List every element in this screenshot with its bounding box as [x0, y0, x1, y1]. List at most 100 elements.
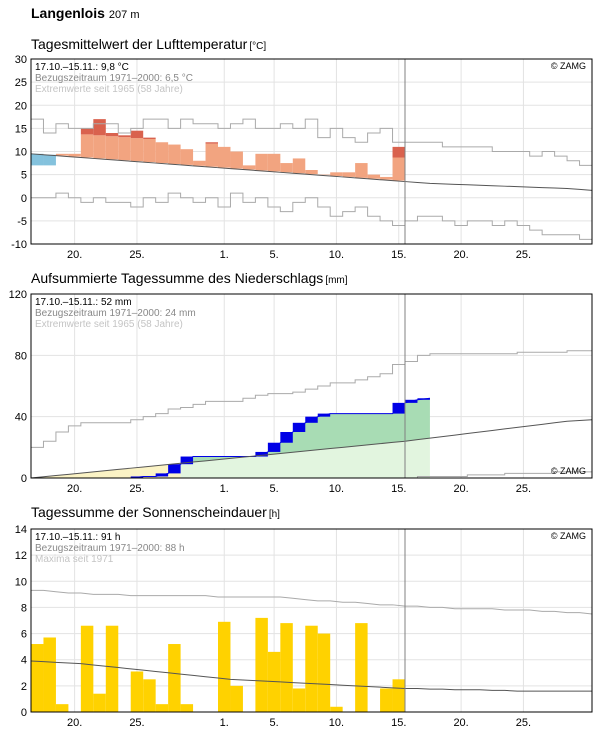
- chart-unit-sunshine: [h]: [268, 509, 280, 520]
- x-tick-label: 10.: [329, 717, 344, 729]
- x-tick-label: 25.: [129, 483, 144, 495]
- station-heading: Langenlois 207 m: [31, 5, 139, 21]
- x-tick-label: 20.: [67, 717, 82, 729]
- y-tick-label: 40: [15, 412, 27, 424]
- sunshine-bar: [280, 623, 293, 712]
- x-tick-label: 1.: [220, 483, 229, 495]
- chart-title-sunshine-text: Tagessumme der Sonnenscheindauer: [31, 504, 267, 520]
- sunshine-bar: [230, 685, 243, 712]
- temp-bar-base: [130, 138, 144, 162]
- x-tick-label: 1.: [220, 717, 229, 729]
- x-tick-label: 1.: [220, 249, 229, 261]
- y-tick-label: 120: [9, 289, 27, 301]
- x-tick-label: 25.: [516, 717, 531, 729]
- info-line: 17.10.–15.11.: 52 mm: [35, 297, 132, 308]
- credit-label: © ZAMG: [551, 466, 586, 476]
- temp-bar-base: [280, 163, 293, 173]
- temp-bar-below: [43, 154, 56, 166]
- sunshine-bar: [93, 693, 106, 712]
- credit-label: © ZAMG: [551, 61, 586, 71]
- temp-bar-base: [242, 165, 256, 170]
- temp-bar-base: [155, 142, 169, 164]
- sunshine-bar: [180, 704, 194, 712]
- norm-line: [30, 419, 593, 479]
- temp-bar-base: [355, 163, 368, 178]
- x-tick-label: 20.: [67, 249, 82, 261]
- norm-line: [30, 660, 592, 692]
- info-line: Bezugszeitraum 1971–2000: 6,5 °C: [35, 73, 193, 84]
- y-tick-label: 14: [15, 524, 27, 536]
- sunshine-bar: [330, 706, 343, 712]
- temp-bar-above: [105, 133, 119, 137]
- sunshine-bar: [218, 621, 231, 712]
- temp-bar-base: [218, 146, 231, 168]
- y-tick-label: -10: [11, 239, 27, 251]
- sunshine-bar: [155, 704, 169, 712]
- y-tick-label: 5: [21, 170, 27, 182]
- info-line: 17.10.–15.11.: 9,8 °C: [35, 62, 129, 73]
- temp-bar-base: [143, 139, 156, 163]
- temp-bar-above: [392, 146, 405, 158]
- y-tick-label: 0: [21, 193, 27, 205]
- norm-precip-fill: [31, 438, 430, 478]
- temp-bar-above: [93, 119, 106, 136]
- temp-bar-base: [392, 157, 405, 181]
- temp-bar-above: [143, 137, 156, 140]
- sunshine-bar: [43, 637, 56, 712]
- chart-unit-precipitation: [mm]: [325, 275, 348, 286]
- sunshine-bar: [105, 625, 119, 712]
- x-tick-label: 15.: [391, 483, 406, 495]
- chart-title-temperature: Tagesmittelwert der Lufttemperatur [°C]: [31, 36, 266, 52]
- temp-bar-base: [168, 144, 181, 164]
- sunshine-bar: [168, 644, 181, 712]
- temp-bar-base: [205, 143, 218, 167]
- x-tick-label: 20.: [67, 483, 82, 495]
- temp-bar-base: [380, 176, 393, 180]
- info-line: Bezugszeitraum 1971–2000: 24 mm: [35, 308, 196, 319]
- x-tick-label: 5.: [270, 249, 279, 261]
- temp-bar-base: [367, 174, 381, 179]
- y-tick-label: 10: [15, 576, 27, 588]
- y-tick-label: 10: [15, 147, 27, 159]
- sunshine-bar: [305, 625, 318, 712]
- sunshine-bar: [31, 644, 44, 712]
- extreme-max-line: [31, 118, 592, 166]
- temp-bar-base: [230, 151, 243, 169]
- x-tick-label: 20.: [453, 483, 468, 495]
- x-tick-label: 15.: [391, 249, 406, 261]
- chart-title-temperature-text: Tagesmittelwert der Lufttemperatur: [31, 36, 248, 52]
- chart-unit-temperature: [°C]: [249, 41, 267, 52]
- temp-bar-base: [93, 135, 106, 159]
- sunshine-bar: [143, 679, 156, 712]
- temp-bar-base: [55, 153, 69, 156]
- sunshine-bar: [292, 688, 306, 712]
- temperature-chart: -10 -5 0 5 10 15 20 25 30 20. 25. 1. 5. 10. 15. 20. 25. 1…: [11, 54, 593, 261]
- sunshine-bar: [392, 679, 405, 712]
- plot-frame: [30, 293, 593, 479]
- x-tick-label: 5.: [270, 717, 279, 729]
- y-tick-label: 25: [15, 77, 27, 89]
- x-tick-label: 25.: [129, 249, 144, 261]
- y-tick-label: 2: [21, 681, 27, 693]
- temp-bar-above: [80, 128, 94, 135]
- y-tick-label: 8: [21, 602, 27, 614]
- info-line: Extremwerte seit 1965 (58 Jahre): [35, 319, 183, 330]
- chart-title-sunshine: Tagessumme der Sonnenscheindauer [h]: [31, 504, 280, 520]
- y-tick-label: 6: [21, 629, 27, 641]
- x-tick-label: 20.: [453, 717, 468, 729]
- y-tick-label: 80: [15, 350, 27, 362]
- sunshine-chart: 0 2 4 6 8 10 12 14 20. 25. 1. 5. 10. 15. 20. 25. 17.10.–…: [15, 524, 593, 729]
- temp-bar-base: [180, 149, 194, 165]
- x-tick-label: 25.: [516, 249, 531, 261]
- x-tick-label: 15.: [391, 717, 406, 729]
- temp-bar-below: [31, 153, 44, 166]
- plot-frame: [30, 58, 593, 245]
- temp-bar-base: [267, 153, 281, 172]
- x-tick-label: 25.: [516, 483, 531, 495]
- temp-bar-base: [80, 134, 94, 158]
- chart-title-precipitation-text: Aufsummierte Tagessumme des Niederschlag…: [31, 270, 324, 286]
- y-tick-label: 12: [15, 550, 27, 562]
- info-line: 17.10.–15.11.: 91 h: [35, 532, 120, 543]
- x-tick-label: 25.: [129, 717, 144, 729]
- extreme-min-line: [31, 192, 592, 240]
